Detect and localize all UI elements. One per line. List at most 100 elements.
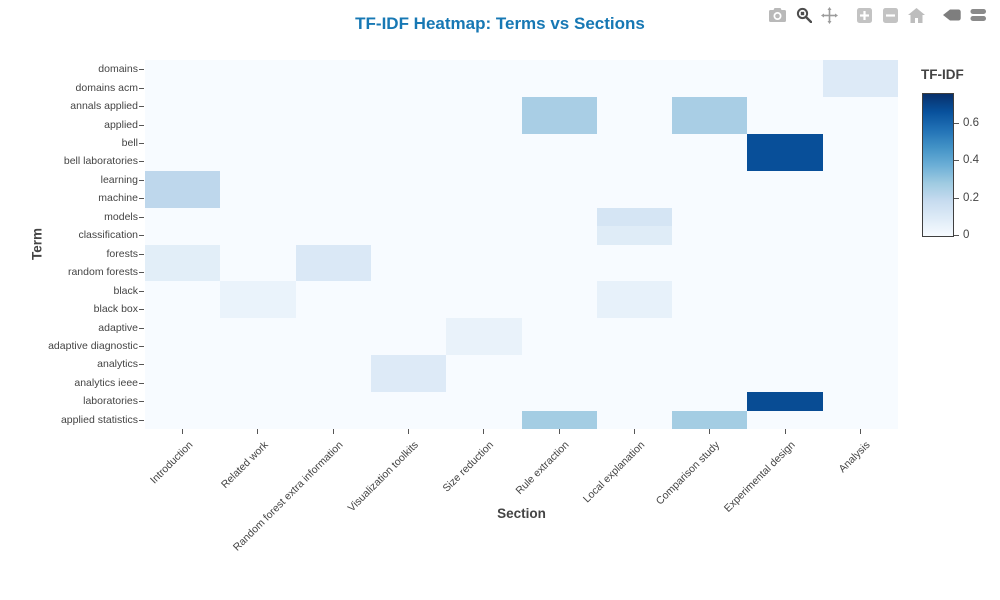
heatmap-cell[interactable] [521, 392, 598, 412]
heatmap-cell[interactable] [446, 281, 522, 301]
heatmap-cell[interactable] [145, 281, 221, 301]
heatmap-cell[interactable] [220, 78, 297, 98]
heatmap-cell[interactable] [446, 133, 522, 153]
heatmap-cell[interactable] [747, 410, 824, 430]
hover-closest-icon[interactable] [941, 5, 962, 25]
heatmap-cell[interactable] [822, 189, 899, 209]
heatmap-cell[interactable] [822, 115, 899, 135]
heatmap-cell[interactable] [145, 60, 221, 79]
heatmap-cell[interactable] [672, 355, 748, 375]
heatmap-cell[interactable] [822, 170, 899, 190]
heatmap-cell[interactable] [672, 60, 748, 79]
heatmap-cell[interactable] [521, 299, 598, 319]
heatmap-cell[interactable] [370, 373, 447, 393]
heatmap-cell[interactable] [295, 336, 372, 356]
heatmap-cell[interactable] [145, 96, 221, 116]
heatmap-cell[interactable] [672, 373, 748, 393]
heatmap-cell[interactable] [672, 318, 748, 338]
heatmap-cell[interactable] [596, 299, 673, 319]
heatmap-cell[interactable] [145, 170, 221, 190]
heatmap-cell[interactable] [822, 410, 899, 430]
heatmap-cell[interactable] [521, 115, 598, 135]
heatmap-cell[interactable] [596, 189, 673, 209]
heatmap-cell[interactable] [596, 410, 673, 430]
heatmap-cell[interactable] [220, 189, 297, 209]
heatmap-cell[interactable] [145, 189, 221, 209]
heatmap-cell[interactable] [145, 392, 221, 412]
heatmap-cell[interactable] [747, 78, 824, 98]
heatmap-cell[interactable] [295, 281, 372, 301]
heatmap-cell[interactable] [596, 207, 673, 227]
heatmap-cell[interactable] [370, 336, 447, 356]
heatmap-cell[interactable] [521, 373, 598, 393]
heatmap-cell[interactable] [295, 262, 372, 282]
heatmap-cell[interactable] [370, 226, 447, 245]
heatmap-cell[interactable] [446, 115, 522, 135]
heatmap-cell[interactable] [370, 189, 447, 209]
heatmap-cell[interactable] [220, 392, 297, 412]
heatmap-cell[interactable] [672, 78, 748, 98]
heatmap-cell[interactable] [220, 170, 297, 190]
heatmap-cell[interactable] [521, 226, 598, 245]
heatmap-cell[interactable] [145, 244, 221, 264]
pan-icon[interactable] [819, 5, 840, 25]
heatmap-cell[interactable] [446, 373, 522, 393]
heatmap-cell[interactable] [747, 152, 824, 172]
heatmap-cell[interactable] [370, 170, 447, 190]
heatmap-cell[interactable] [370, 262, 447, 282]
heatmap-cell[interactable] [521, 133, 598, 153]
heatmap-cell[interactable] [446, 244, 522, 264]
heatmap-cell[interactable] [220, 336, 297, 356]
heatmap-cell[interactable] [295, 189, 372, 209]
heatmap-cell[interactable] [672, 281, 748, 301]
heatmap-cell[interactable] [370, 281, 447, 301]
heatmap-cell[interactable] [145, 373, 221, 393]
heatmap-cell[interactable] [446, 226, 522, 245]
heatmap-cell[interactable] [370, 133, 447, 153]
heatmap-cell[interactable] [145, 115, 221, 135]
heatmap-cell[interactable] [370, 207, 447, 227]
heatmap-cell[interactable] [596, 318, 673, 338]
heatmap-cell[interactable] [295, 96, 372, 116]
zoom-in-icon[interactable] [854, 5, 875, 25]
heatmap-cell[interactable] [521, 355, 598, 375]
heatmap-cell[interactable] [220, 299, 297, 319]
heatmap-cell[interactable] [596, 96, 673, 116]
heatmap-cell[interactable] [295, 373, 372, 393]
heatmap-cell[interactable] [672, 133, 748, 153]
heatmap-cell[interactable] [596, 373, 673, 393]
heatmap-cell[interactable] [446, 170, 522, 190]
heatmap-cell[interactable] [220, 373, 297, 393]
heatmap-cell[interactable] [822, 244, 899, 264]
heatmap-cell[interactable] [295, 207, 372, 227]
heatmap-cell[interactable] [220, 410, 297, 430]
heatmap-cell[interactable] [596, 226, 673, 245]
heatmap-cell[interactable] [747, 189, 824, 209]
heatmap-cell[interactable] [672, 96, 748, 116]
zoom-icon[interactable] [793, 5, 814, 25]
heatmap-cell[interactable] [370, 152, 447, 172]
heatmap-cell[interactable] [370, 299, 447, 319]
heatmap-cell[interactable] [370, 410, 447, 430]
heatmap-cell[interactable] [521, 281, 598, 301]
heatmap-cell[interactable] [370, 96, 447, 116]
heatmap-cell[interactable] [220, 96, 297, 116]
zoom-out-icon[interactable] [880, 5, 901, 25]
heatmap-cell[interactable] [672, 262, 748, 282]
heatmap-cell[interactable] [672, 226, 748, 245]
heatmap-cell[interactable] [295, 152, 372, 172]
heatmap-cell[interactable] [521, 189, 598, 209]
heatmap-cell[interactable] [446, 207, 522, 227]
heatmap-cell[interactable] [822, 78, 899, 98]
heatmap-cell[interactable] [672, 115, 748, 135]
heatmap-cell[interactable] [145, 78, 221, 98]
heatmap-cell[interactable] [672, 170, 748, 190]
heatmap-cell[interactable] [747, 244, 824, 264]
heatmap-cell[interactable] [822, 152, 899, 172]
heatmap-cell[interactable] [446, 152, 522, 172]
heatmap-cell[interactable] [295, 299, 372, 319]
heatmap-cell[interactable] [145, 355, 221, 375]
heatmap-cell[interactable] [446, 336, 522, 356]
heatmap-cell[interactable] [822, 262, 899, 282]
heatmap-cell[interactable] [747, 226, 824, 245]
